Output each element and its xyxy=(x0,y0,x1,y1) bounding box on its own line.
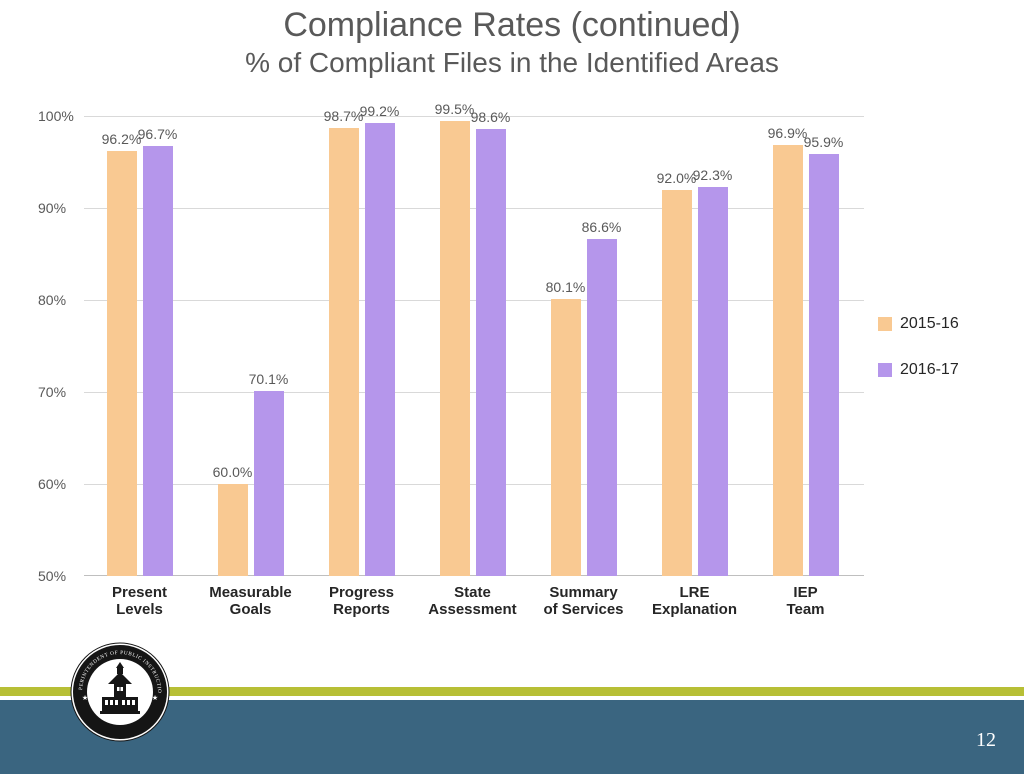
x-category-label: IEPTeam xyxy=(750,584,861,619)
bar-value-label: 96.7% xyxy=(128,126,188,142)
bar xyxy=(218,484,248,576)
bar xyxy=(698,187,728,576)
bar-value-label: 92.3% xyxy=(683,167,743,183)
bar xyxy=(809,154,839,576)
slide-footer: 12 SUPERINTENDENT OF PUBLIC INSTRUCTION … xyxy=(0,687,1024,774)
legend-label: 2016-17 xyxy=(900,361,959,379)
bar-value-label: 95.9% xyxy=(794,134,854,150)
x-category-label: ProgressReports xyxy=(306,584,417,619)
x-category-label: MeasurableGoals xyxy=(195,584,306,619)
x-category-label: StateAssessment xyxy=(417,584,528,619)
bar xyxy=(143,146,173,576)
legend-label: 2015-16 xyxy=(900,315,959,333)
page-number: 12 xyxy=(976,729,996,752)
bar-value-label: 99.2% xyxy=(350,103,410,119)
bar xyxy=(365,123,395,576)
svg-text:★: ★ xyxy=(82,694,88,702)
y-tick-label: 60% xyxy=(38,476,66,492)
legend-item: 2016-17 xyxy=(878,361,988,379)
bar xyxy=(254,391,284,576)
bar-value-label: 70.1% xyxy=(239,371,299,387)
bar-value-label: 98.6% xyxy=(461,109,521,125)
x-category-label: PresentLevels xyxy=(84,584,195,619)
x-category-label: LREExplanation xyxy=(639,584,750,619)
bar xyxy=(476,129,506,576)
bar-value-label: 86.6% xyxy=(572,219,632,235)
y-tick-label: 80% xyxy=(38,292,66,308)
bar xyxy=(107,151,137,576)
bar xyxy=(587,239,617,576)
bar xyxy=(773,145,803,576)
ospi-seal-icon: SUPERINTENDENT OF PUBLIC INSTRUCTION WAS… xyxy=(70,642,170,742)
x-category-label: Summaryof Services xyxy=(528,584,639,619)
chart-title: Compliance Rates (continued) xyxy=(0,6,1024,45)
y-tick-label: 50% xyxy=(38,568,66,584)
legend-swatch xyxy=(878,317,892,331)
bar xyxy=(551,299,581,576)
bar xyxy=(440,121,470,576)
legend: 2015-16 2016-17 xyxy=(878,315,988,407)
chart-subtitle: % of Compliant Files in the Identified A… xyxy=(0,47,1024,79)
y-tick-label: 90% xyxy=(38,200,66,216)
legend-swatch xyxy=(878,363,892,377)
x-axis-labels: PresentLevelsMeasurableGoalsProgressRepo… xyxy=(84,580,864,630)
bars-layer: 96.2%96.7%60.0%70.1%98.7%99.2%99.5%98.6%… xyxy=(84,116,864,576)
legend-item: 2015-16 xyxy=(878,315,988,333)
chart: 96.2%96.7%60.0%70.1%98.7%99.2%99.5%98.6%… xyxy=(36,110,996,640)
svg-text:★: ★ xyxy=(152,694,158,702)
y-tick-label: 100% xyxy=(38,108,74,124)
bar xyxy=(662,190,692,576)
bar xyxy=(329,128,359,576)
y-tick-label: 70% xyxy=(38,384,66,400)
